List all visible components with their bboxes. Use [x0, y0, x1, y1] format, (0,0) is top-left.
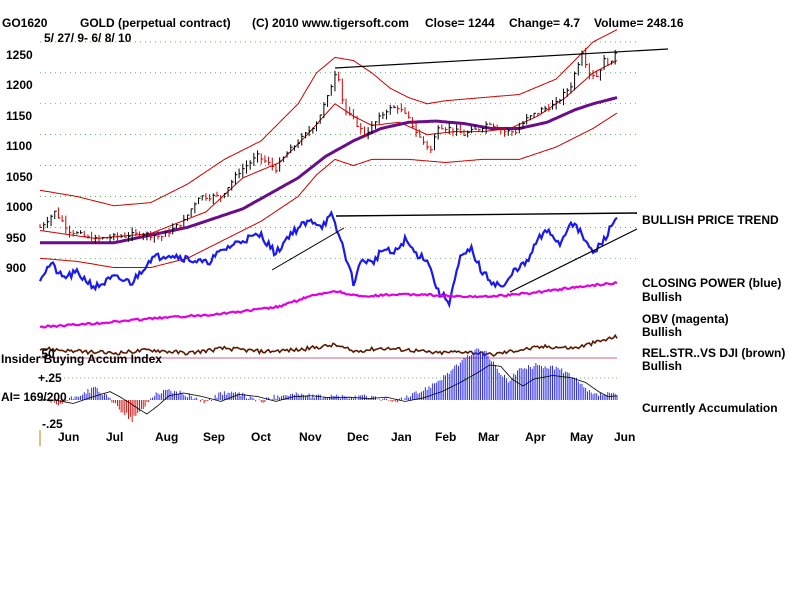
y-tick-label: 1000 — [6, 200, 33, 214]
close-label: Close= 1244 — [425, 16, 495, 30]
y-tick-label: 1150 — [6, 109, 32, 123]
copyright-label: (C) 2010 www.tigersoft.com — [252, 16, 409, 30]
lower-band-line — [39, 112, 618, 268]
obv-line — [39, 281, 618, 329]
relstr-line — [39, 333, 618, 358]
y-tick-label: 1100 — [6, 139, 32, 153]
month-label: May — [570, 430, 594, 444]
month-label: Apr — [525, 430, 546, 444]
closing-power-line — [38, 210, 618, 309]
month-label: Oct — [251, 430, 271, 444]
month-label: Jun — [614, 430, 635, 444]
resistance-line — [334, 48, 669, 69]
closing-power-status: Bullish — [642, 290, 682, 304]
ai-tick-label: .50 — [38, 347, 55, 361]
ai-value-label: AI= 169/200 — [1, 390, 67, 404]
relstr-label: REL.STR..VS DJI (brown) — [642, 346, 785, 360]
gridlines — [40, 41, 640, 259]
upper-band-line — [39, 29, 618, 207]
support-line — [271, 227, 345, 271]
relstr-status: Bullish — [642, 359, 682, 373]
ai-tick-label: -.25 — [42, 417, 63, 431]
support-line — [509, 228, 638, 293]
closing-power-label: CLOSING POWER (blue) — [642, 276, 781, 290]
x-axis: Jun Jul Aug Sep Oct Nov Dec Jan Feb Mar Apr May Jun — [58, 430, 635, 444]
volume-label: Volume= 248.16 — [594, 16, 684, 30]
month-label: Mar — [478, 430, 500, 444]
symbol-label: GO1620 — [2, 16, 48, 30]
date-range-label: 5/ 27/ 9- 6/ 8/ 10 — [44, 31, 132, 45]
month-label: Feb — [435, 430, 456, 444]
change-label: Change= 4.7 — [509, 16, 580, 30]
ai-title-line: Insider Buying Accum Index — [1, 352, 162, 366]
resistance-line — [335, 212, 638, 217]
y-tick-label: 1050 — [6, 170, 33, 184]
month-label: Nov — [299, 430, 322, 444]
month-label: Jan — [391, 430, 412, 444]
obv-status: Bullish — [642, 325, 682, 339]
ai-tick-label: +.25 — [38, 371, 62, 385]
ai-title-label: Insider Buying Accum Index — [1, 352, 162, 366]
y-tick-label: 950 — [6, 231, 26, 245]
accumulation-status: Currently Accumulation — [642, 401, 778, 415]
chart-title: GOLD (perpetual contract) — [80, 16, 231, 30]
accumulation-histogram — [39, 348, 618, 423]
obv-label: OBV (magenta) — [642, 312, 729, 326]
month-label: Aug — [155, 430, 178, 444]
y-tick-label: 900 — [6, 261, 26, 275]
price-bars — [39, 47, 618, 244]
trend-label: BULLISH PRICE TREND — [642, 213, 779, 227]
y-tick-label: 1250 — [6, 48, 33, 62]
y-tick-label: 1200 — [6, 78, 33, 92]
month-label: Jul — [106, 430, 123, 444]
month-label: Dec — [347, 430, 369, 444]
ai-moving-average — [40, 364, 618, 415]
price-y-axis: 1250 1200 1150 1100 1050 1000 950 900 — [6, 48, 33, 275]
month-label: Jun — [58, 430, 79, 444]
indicator-lines — [38, 210, 618, 359]
month-label: Sep — [203, 430, 225, 444]
long-moving-average-line — [40, 96, 618, 245]
